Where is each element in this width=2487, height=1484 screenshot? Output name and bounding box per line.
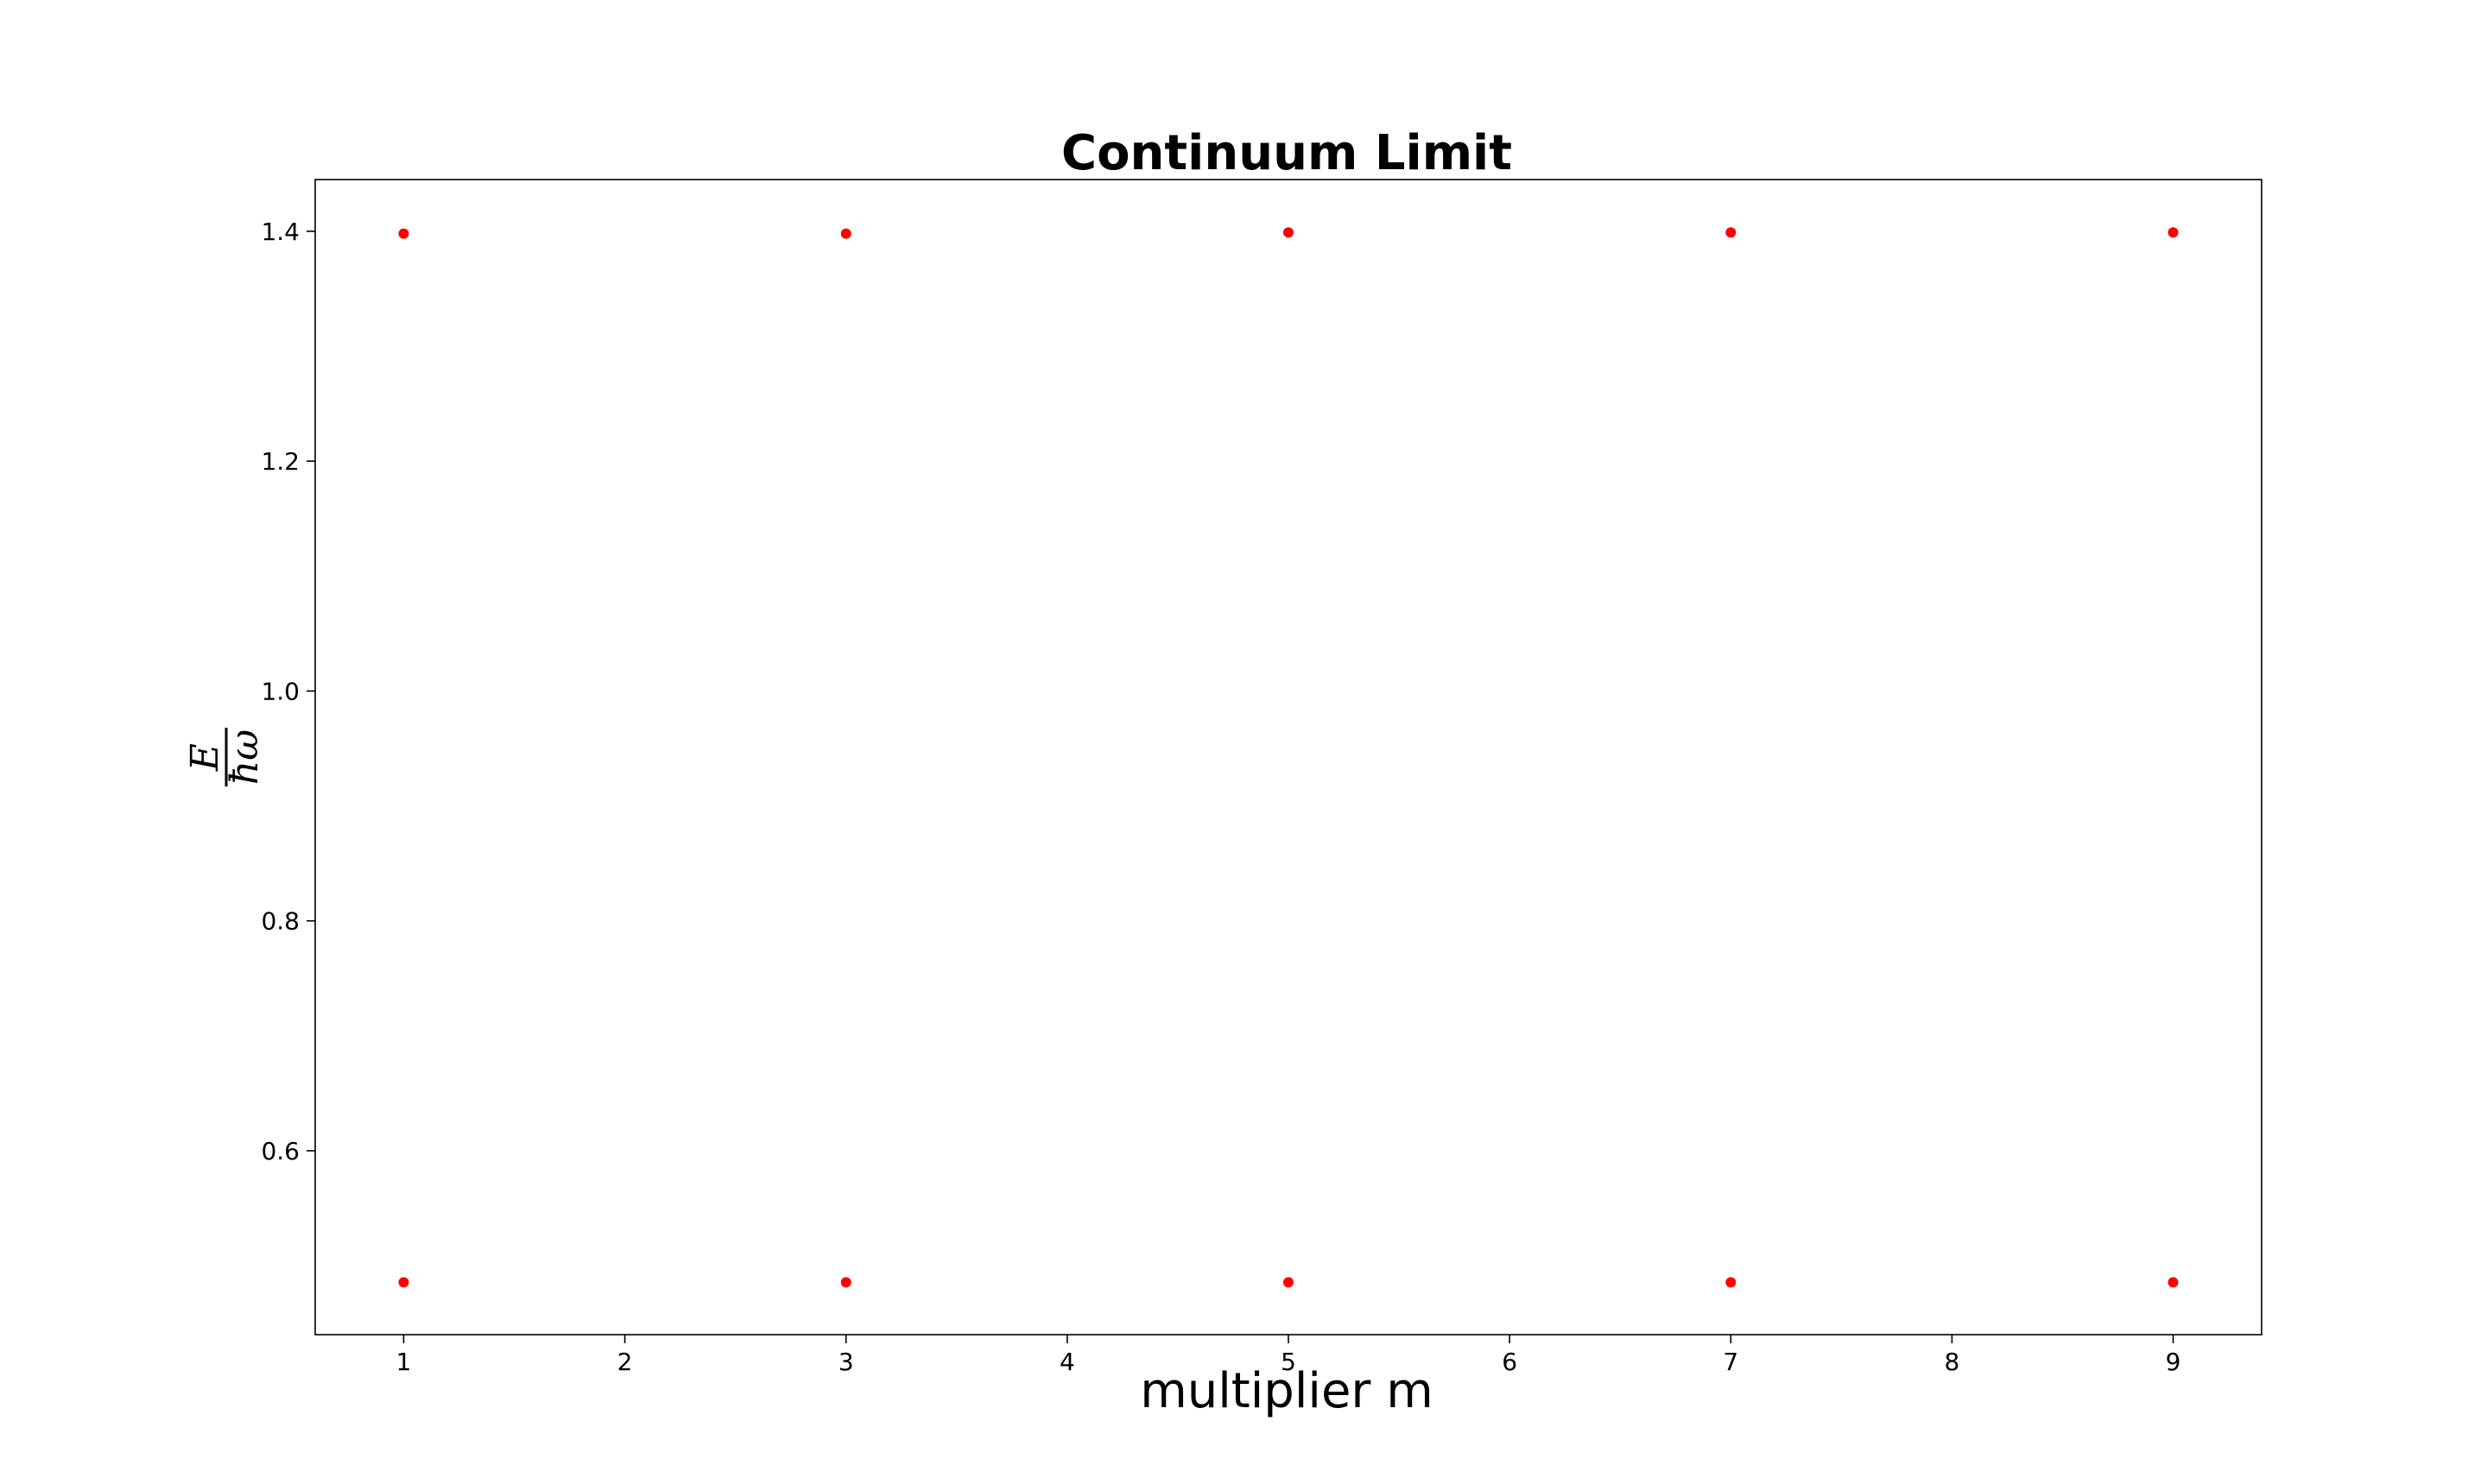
data-point <box>398 1277 409 1288</box>
data-point <box>2167 1277 2179 1288</box>
data-point <box>840 228 851 239</box>
x-tick-label: 4 <box>1060 1348 1075 1376</box>
x-tick-label: 8 <box>1944 1348 1959 1376</box>
x-tick-label: 9 <box>2166 1348 2181 1376</box>
y-axis-label: E ħω <box>183 728 267 786</box>
data-point <box>1283 1277 1294 1288</box>
y-tick-label: 0.6 <box>261 1137 300 1165</box>
x-tick-label: 5 <box>1281 1348 1296 1376</box>
y-tick-label: 1.0 <box>261 677 300 705</box>
y-tick-label: 1.2 <box>261 447 300 476</box>
data-points <box>398 227 2179 1288</box>
data-point <box>398 228 409 239</box>
data-point <box>1725 1277 1737 1288</box>
x-tick-label: 3 <box>838 1348 854 1376</box>
data-point <box>2167 227 2179 238</box>
data-point <box>1725 227 1737 238</box>
plot-area-frame <box>314 179 2262 1336</box>
data-point <box>840 1277 851 1288</box>
y-axis-label-numerator: E <box>183 743 227 772</box>
data-point <box>1283 227 1294 238</box>
y-axis-label-denominator: ħω <box>223 729 267 785</box>
y-tick-label: 1.4 <box>261 218 300 246</box>
x-tick-label: 2 <box>617 1348 633 1376</box>
chart-title: Continuum Limit <box>1061 125 1512 181</box>
x-axis-label: multiplier m <box>1140 1363 1433 1419</box>
x-tick-label: 7 <box>1723 1348 1738 1376</box>
y-tick-label: 0.8 <box>261 907 300 936</box>
x-tick-label: 1 <box>396 1348 412 1376</box>
x-axis-ticks: 1 2 3 4 5 6 7 8 9 <box>396 1335 2181 1376</box>
x-tick-label: 6 <box>1502 1348 1517 1376</box>
y-axis-ticks: 0.6 0.8 1.0 1.2 1.4 <box>261 218 315 1165</box>
